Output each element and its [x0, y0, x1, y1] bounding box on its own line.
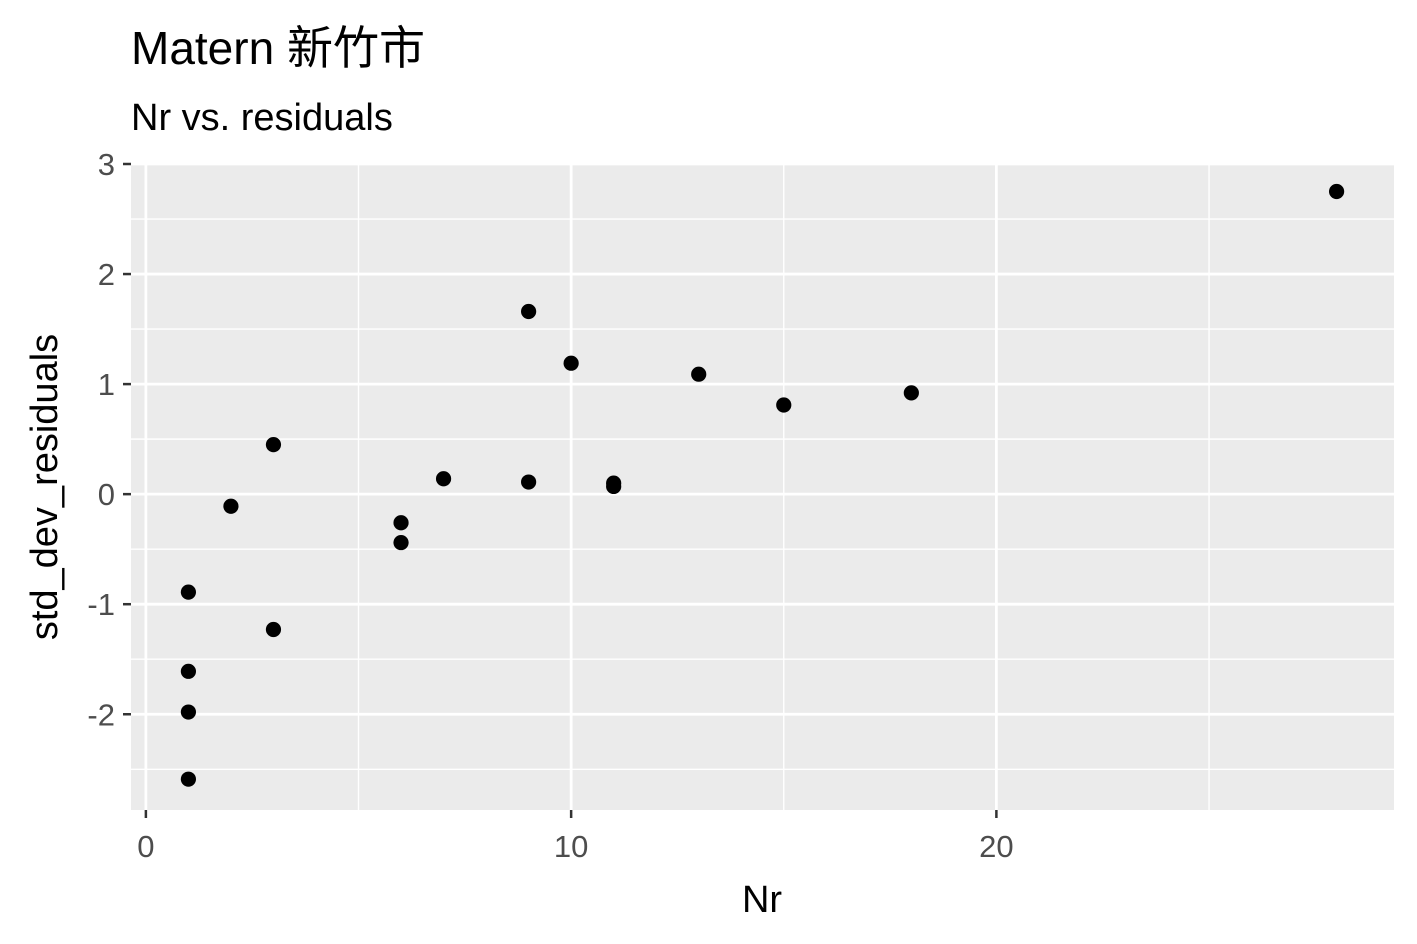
- data-point: [521, 303, 537, 320]
- data-point: [393, 534, 409, 551]
- data-point: [776, 397, 792, 413]
- x-tick-label: 20: [979, 829, 1013, 864]
- y-tick-label: 1: [98, 367, 115, 402]
- data-point: [606, 478, 622, 495]
- y-tick-label: -1: [87, 587, 115, 622]
- x-axis-title: Nr: [742, 879, 782, 921]
- data-point: [223, 498, 239, 514]
- data-point: [563, 355, 579, 371]
- major-gridlines: [131, 162, 1394, 810]
- y-tick-label: 2: [98, 257, 115, 292]
- data-point: [265, 621, 282, 638]
- data-point: [691, 366, 707, 382]
- data-point: [1328, 183, 1345, 200]
- x-axis: 0 10 20: [137, 810, 1014, 864]
- chart-subtitle: Nr vs. residuals: [131, 97, 393, 139]
- data-point: [903, 385, 919, 401]
- data-point: [180, 771, 197, 787]
- plot-panel: [131, 164, 1394, 810]
- x-tick-label: 0: [137, 829, 154, 864]
- y-axis: -2 -1 0 1 2 3: [87, 147, 131, 732]
- data-points: [180, 183, 1345, 787]
- data-point: [180, 704, 197, 720]
- y-tick-label: 0: [98, 477, 115, 512]
- data-point: [435, 471, 452, 487]
- data-point: [393, 515, 409, 531]
- data-point: [265, 437, 282, 453]
- y-axis-title: std_dev_residuals: [24, 334, 66, 640]
- x-tick-label: 10: [554, 829, 588, 864]
- data-point: [180, 663, 197, 679]
- chart-title: Matern 新竹市: [131, 22, 425, 74]
- y-tick-label: -2: [87, 697, 115, 732]
- data-point: [521, 474, 537, 490]
- minor-gridlines: [131, 164, 1394, 810]
- y-tick-label: 3: [98, 147, 115, 182]
- data-point: [180, 584, 197, 600]
